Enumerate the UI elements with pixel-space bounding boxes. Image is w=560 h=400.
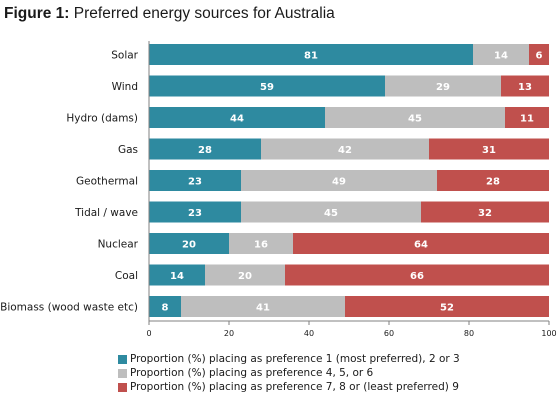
legend-swatch: [118, 368, 127, 378]
figure-title: Figure 1: Preferred energy sources for A…: [4, 5, 335, 23]
legend-item-series-1: Proportion (%) placing as preference 1 (…: [118, 352, 460, 366]
legend-item-series-3: Proportion (%) placing as preference 7, …: [118, 380, 460, 394]
data-label: 6: [536, 51, 543, 62]
x-axis: 0 20 40 60 80 100: [146, 41, 557, 338]
x-tick-label: 20: [224, 329, 234, 338]
data-label: 41: [256, 303, 270, 314]
bar-segment-series-1: [149, 138, 261, 160]
bar-segment-series-3: [285, 264, 549, 286]
bar-segment-series-3: [345, 296, 549, 317]
bar-segment-series-1: [149, 44, 473, 65]
data-label: 8: [162, 303, 169, 314]
legend-label: Proportion (%) placing as preference 7, …: [130, 381, 459, 393]
data-label: 49: [332, 177, 346, 188]
data-label: 31: [482, 145, 496, 156]
category-label: Wind: [112, 81, 138, 93]
bar-segment-series-1: [149, 201, 241, 223]
bar-segment-series-1: [149, 296, 181, 317]
data-label: 23: [188, 177, 202, 188]
legend-item-series-2: Proportion (%) placing as preference 4, …: [118, 366, 460, 380]
data-label: 28: [198, 145, 212, 156]
data-label: 28: [486, 177, 500, 188]
data-label: 14: [170, 271, 184, 282]
bar-segment-series-3: [505, 107, 549, 128]
bar-segment-series-3: [293, 233, 549, 254]
category-label: Tidal / wave: [74, 207, 138, 219]
bar-segment-series-1: [149, 264, 205, 286]
bar-segment-series-2: [205, 264, 285, 286]
bar-segment-series-3: [421, 201, 549, 223]
x-tick-label: 100: [541, 329, 556, 338]
data-label: 11: [520, 114, 534, 125]
figure-label-prefix: Figure 1:: [4, 5, 70, 22]
data-label: 29: [436, 82, 450, 93]
x-tick-label: 40: [304, 329, 314, 338]
legend-swatch: [118, 382, 127, 392]
category-label: Nuclear: [98, 239, 139, 251]
data-label: 20: [182, 240, 196, 251]
bar-segment-series-2: [473, 44, 529, 65]
x-tick-label: 0: [146, 329, 151, 338]
data-label: 45: [324, 208, 338, 219]
bar-segment-series-2: [229, 233, 293, 254]
category-label: Biomass (wood waste etc): [0, 302, 138, 314]
bar-segment-series-3: [429, 138, 549, 160]
legend-label: Proportion (%) placing as preference 4, …: [130, 367, 374, 379]
category-label: Gas: [118, 144, 138, 156]
bar-segment-series-3: [437, 170, 549, 191]
data-label: 66: [410, 271, 424, 282]
data-label: 64: [414, 240, 428, 251]
data-label: 81: [304, 51, 318, 62]
bar-segment-series-2: [241, 170, 437, 191]
bar-segment-series-1: [149, 107, 325, 128]
bar-segment-series-2: [325, 107, 505, 128]
data-label: 59: [260, 82, 274, 93]
legend-label: Proportion (%) placing as preference 1 (…: [130, 353, 460, 365]
legend-swatch: [118, 354, 127, 364]
data-label: 52: [440, 303, 454, 314]
bar-segment-series-3: [529, 44, 549, 65]
bar-segment-series-1: [149, 170, 241, 191]
data-label: 16: [254, 240, 268, 251]
data-label: 44: [230, 114, 244, 125]
bar-segment-series-2: [261, 138, 429, 160]
data-label: 14: [494, 51, 508, 62]
data-label: 23: [188, 208, 202, 219]
bar-group: 81 14 6 59 29 13 44 45 11 28 42 31 23 49 28 23 45 32 20 16 6…: [149, 44, 549, 317]
bar-segment-series-2: [241, 201, 421, 223]
data-label: 20: [238, 271, 252, 282]
legend: Proportion (%) placing as preference 1 (…: [118, 352, 460, 394]
category-label: Solar: [111, 50, 138, 62]
bar-segment-series-2: [385, 75, 501, 97]
category-label: Geothermal: [76, 176, 138, 188]
data-label: 32: [478, 208, 492, 219]
category-label: Hydro (dams): [66, 113, 138, 125]
data-label: 45: [408, 114, 422, 125]
figure-label-text: Preferred energy sources for Australia: [73, 5, 335, 22]
bar-segment-series-1: [149, 75, 385, 97]
bar-segment-series-2: [181, 296, 345, 317]
data-label: 13: [518, 82, 532, 93]
stacked-bar-chart: 81 14 6 59 29 13 44 45 11 28 42 31 23 49 28 23 45 32 20 16 6…: [0, 41, 557, 338]
bar-segment-series-3: [501, 75, 549, 97]
data-label: 42: [338, 145, 352, 156]
bar-segment-series-1: [149, 233, 229, 254]
category-label: Coal: [115, 270, 138, 282]
x-tick-label: 80: [464, 329, 474, 338]
x-tick-label: 60: [384, 329, 394, 338]
